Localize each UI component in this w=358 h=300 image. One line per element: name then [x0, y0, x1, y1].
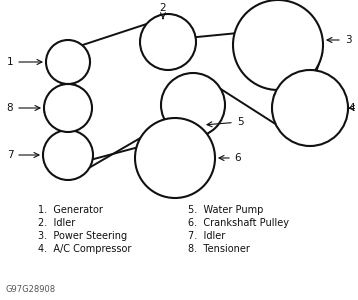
Circle shape — [140, 14, 196, 70]
Text: 3.  Power Steering: 3. Power Steering — [38, 231, 127, 241]
Text: 1: 1 — [7, 57, 42, 67]
Text: 3: 3 — [327, 35, 351, 45]
Text: 7: 7 — [7, 150, 39, 160]
Circle shape — [44, 84, 92, 132]
Text: 4.  A/C Compressor: 4. A/C Compressor — [38, 244, 131, 254]
Text: 4: 4 — [349, 103, 355, 113]
Text: 1.  Generator: 1. Generator — [38, 205, 103, 215]
Text: 7.  Idler: 7. Idler — [188, 231, 225, 241]
Circle shape — [272, 70, 348, 146]
Circle shape — [161, 73, 225, 137]
Text: 5: 5 — [207, 117, 243, 127]
Text: G97G28908: G97G28908 — [5, 285, 55, 294]
Circle shape — [135, 118, 215, 198]
Text: 5.  Water Pump: 5. Water Pump — [188, 205, 263, 215]
Text: 6.  Crankshaft Pulley: 6. Crankshaft Pulley — [188, 218, 289, 228]
Circle shape — [43, 130, 93, 180]
Text: 2.  Idler: 2. Idler — [38, 218, 75, 228]
Text: 8: 8 — [7, 103, 40, 113]
Circle shape — [46, 40, 90, 84]
Text: 8.  Tensioner: 8. Tensioner — [188, 244, 250, 254]
Text: 6: 6 — [219, 153, 241, 163]
Text: 2: 2 — [160, 3, 166, 19]
Circle shape — [233, 0, 323, 90]
